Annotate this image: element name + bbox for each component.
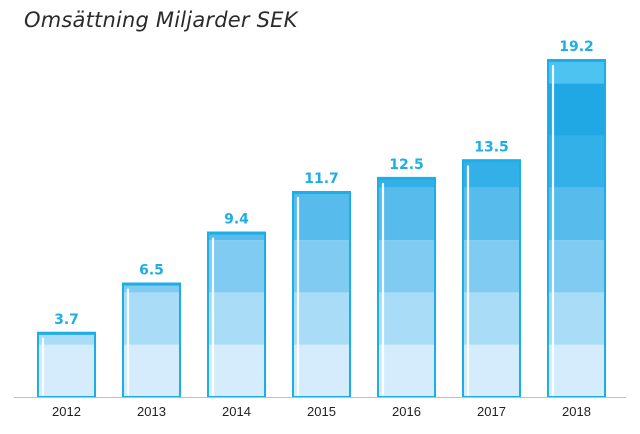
value-label-2012: 3.7 xyxy=(54,312,79,328)
bar-2016 xyxy=(377,176,436,398)
value-label-2018: 19.2 xyxy=(559,39,594,55)
bar-band xyxy=(377,176,436,188)
bar-band xyxy=(207,231,266,241)
bar-band xyxy=(462,240,521,293)
bar-band xyxy=(377,292,436,345)
bar-band xyxy=(122,282,181,293)
bar-band xyxy=(547,83,606,136)
bar-band xyxy=(462,292,521,345)
value-label-2017: 13.5 xyxy=(474,139,509,155)
bar-band xyxy=(547,187,606,241)
bar-band xyxy=(207,344,266,397)
bar-band xyxy=(122,344,181,397)
x-tick-label-2013: 2013 xyxy=(137,404,166,419)
chart-title: Omsättning Miljarder SEK xyxy=(24,8,298,32)
bar-band xyxy=(292,191,351,241)
value-label-2015: 11.7 xyxy=(304,171,339,187)
bar-band xyxy=(207,240,266,293)
bar-band xyxy=(292,292,351,345)
bar-band xyxy=(547,135,606,188)
bar-2017 xyxy=(462,159,521,398)
bar-band xyxy=(462,344,521,397)
bar-band xyxy=(207,292,266,345)
bar-band xyxy=(122,292,181,345)
bar-2012 xyxy=(37,331,96,399)
x-tick-label-2017: 2017 xyxy=(477,404,506,419)
bar-band xyxy=(292,344,351,397)
bar-band xyxy=(37,344,96,397)
bar-2015 xyxy=(292,191,351,398)
x-tick-label-2012: 2012 xyxy=(52,404,81,419)
bar-2014 xyxy=(207,231,266,398)
bar-band xyxy=(377,240,436,293)
bar-band xyxy=(377,344,436,397)
bar-band xyxy=(547,292,606,345)
value-label-2013: 6.5 xyxy=(139,263,164,279)
x-tick-label-2015: 2015 xyxy=(307,404,336,419)
bar-band xyxy=(462,187,521,241)
value-label-2014: 9.4 xyxy=(224,212,249,228)
bar-band xyxy=(547,240,606,293)
bar-band xyxy=(377,187,436,241)
bar-2013 xyxy=(122,282,181,398)
x-tick-label-2014: 2014 xyxy=(222,404,251,419)
bar-band xyxy=(292,240,351,293)
value-label-2016: 12.5 xyxy=(389,157,424,173)
bar-band xyxy=(547,344,606,397)
bar-2018 xyxy=(547,59,606,398)
bar-band xyxy=(547,59,606,84)
bar-band xyxy=(37,331,96,345)
x-tick-label-2018: 2018 xyxy=(562,404,591,419)
bar-band xyxy=(462,159,521,188)
x-tick-label-2016: 2016 xyxy=(392,404,421,419)
